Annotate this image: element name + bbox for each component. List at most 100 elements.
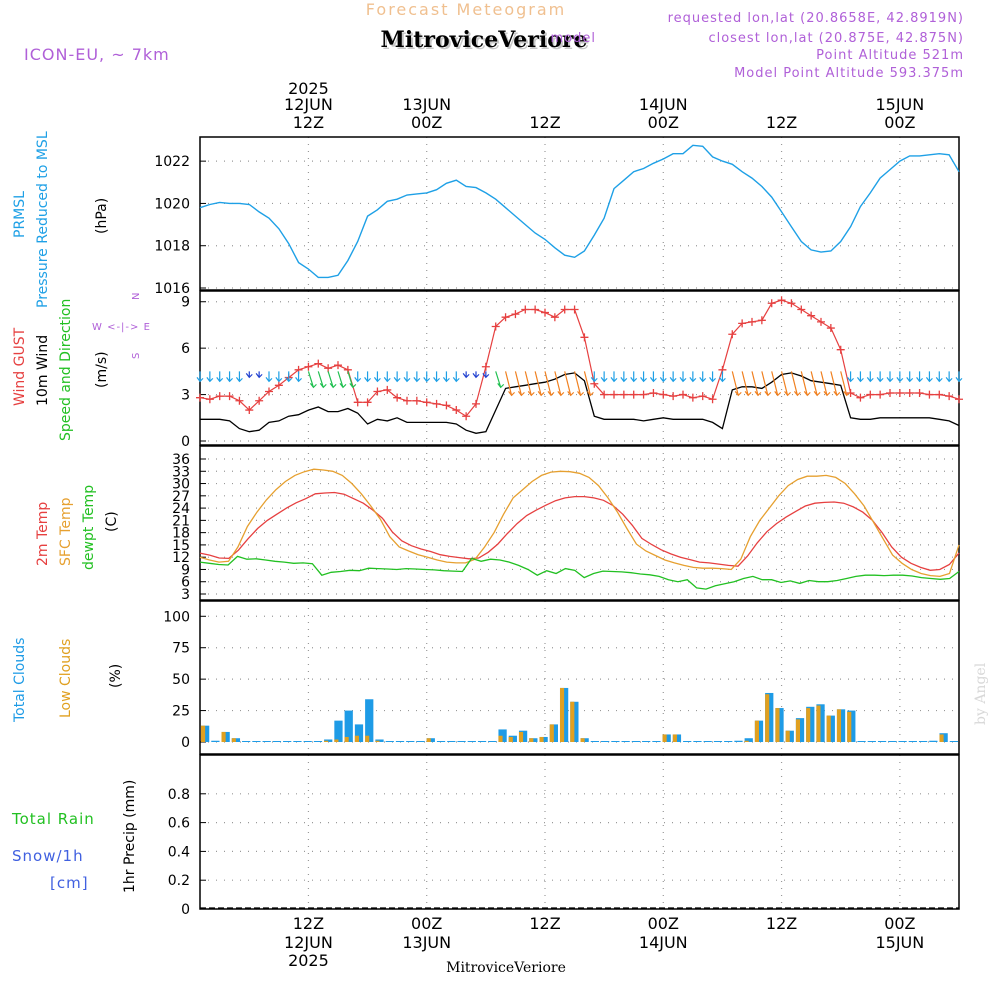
total-cloud-bar [580,738,589,742]
wind-arrow [761,371,772,397]
gust-marker [560,305,569,314]
wind-arrow [275,371,283,383]
gust-marker [324,364,333,373]
precip-panel: 0 0.2 0.4 0.6 0.8 [168,754,960,918]
t2m-label: 2m Temp [35,502,51,566]
total-cloud-bar [754,720,764,742]
total-cloud-bar [908,741,917,742]
bottom-day-label: 14JUN [639,933,688,952]
wind-arrow [196,371,204,383]
wind-arrow [810,371,821,397]
low-cloud-bar [375,740,380,742]
wind-arrow [354,371,362,383]
wind-arrow [731,371,742,397]
temp-ytick-label: 3 [181,587,190,603]
total-cloud-bar [898,741,907,742]
panels: 1016101810201022036936912151821242730333… [154,136,963,918]
wind-labels: Wind GUST 10m Wind Speed and Direction (… [12,293,150,441]
temp-ytick-label: 6 [181,575,190,591]
wind-arrow [856,371,864,383]
total-clouds-label: Total Clouds [12,638,28,723]
wind-arrow [780,371,791,397]
wind-arrow [364,371,371,383]
temp-ytick-label: 30 [172,477,190,493]
pressure-line [199,144,960,279]
wind-arrow [709,371,716,383]
precip-labels: Total Rain Snow/1h [cm] 1hr Precip (mm) [11,780,138,893]
total-cloud-bar [683,741,692,742]
wind-arrow [255,371,263,379]
wind-arrow [524,371,535,397]
total-cloud-bar [344,710,353,742]
total-cloud-bar [836,709,846,742]
chart-subtitle: Forecast Meteogram [366,0,566,19]
wind10-line [200,372,960,434]
wind-arrow [771,371,782,397]
top-hour-label: 12Z [766,113,797,132]
gust-marker [738,319,747,328]
gust-marker [353,398,362,407]
gust-marker [817,317,825,326]
total-cloud-bar [365,699,374,742]
wind-arrow [800,371,811,397]
gust-marker [925,390,934,399]
total-cloud-bar [242,741,251,742]
low-cloud-bar [795,719,801,742]
total-cloud-bar [313,741,323,742]
cloud-ytick-label: 100 [163,609,190,625]
temp-frame [199,445,960,601]
total-cloud-bar [549,724,558,742]
gust-marker [570,305,579,314]
wind-arrow [452,371,460,383]
temp-ytick-label: 15 [172,538,190,554]
pressure-ytick-label: 1020 [154,196,190,212]
gust-marker [452,406,461,415]
pressure-label-full: Pressure Reduced to MSL [35,131,51,308]
wind-arrow [393,371,401,383]
total-cloud-bar [918,741,928,742]
cloud-unit: (%) [108,664,124,688]
low-cloud-bar [221,731,226,742]
total-cloud-bar [416,741,425,742]
gust-marker [945,392,954,401]
wind-arrow [514,371,525,397]
total-cloud-bar [734,740,743,742]
wind-ytick-label: 0 [181,434,190,450]
total-cloud-bar [252,741,261,742]
gust-marker [600,390,609,399]
total-cloud-bar [621,741,630,742]
top-hour-label: 12Z [529,113,560,132]
gust-marker [235,396,244,405]
total-cloud-bar [703,741,712,742]
bottom-day-label: 12JUN [284,933,333,952]
pressure-ytick-label: 1016 [154,281,190,297]
wind-arrow [504,371,515,397]
bottom-year-label: 2025 [288,951,329,970]
wind-arrow [916,371,923,383]
wind-ytick-label: 3 [181,388,190,404]
gust-marker [787,299,796,308]
wind-arrow [327,371,337,389]
wind-arrow [462,371,470,379]
low-cloud-bar [826,715,831,742]
bottom-hour-label: 00Z [648,914,679,933]
wind-arrow [649,371,657,383]
wind-arrow [495,371,505,389]
total-cloud-bar [488,741,497,742]
dewpt-line [199,555,960,590]
footer-station: MitroviceVeriore [446,960,566,976]
wind-arrow [925,371,933,383]
low-cloud-bar [785,730,790,742]
total-cloud-bar [877,741,887,742]
precip-unit: 1hr Precip (mm) [122,780,138,893]
wind-arrow [866,371,874,383]
wind-arrow [699,371,707,383]
wind-arrow [751,371,762,397]
total-cloud-bar [744,738,753,742]
total-cloud-bar [642,741,651,742]
gust-marker [274,381,283,390]
bottom-day-label: 13JUN [402,933,451,952]
low-cloud-bar [231,738,236,742]
